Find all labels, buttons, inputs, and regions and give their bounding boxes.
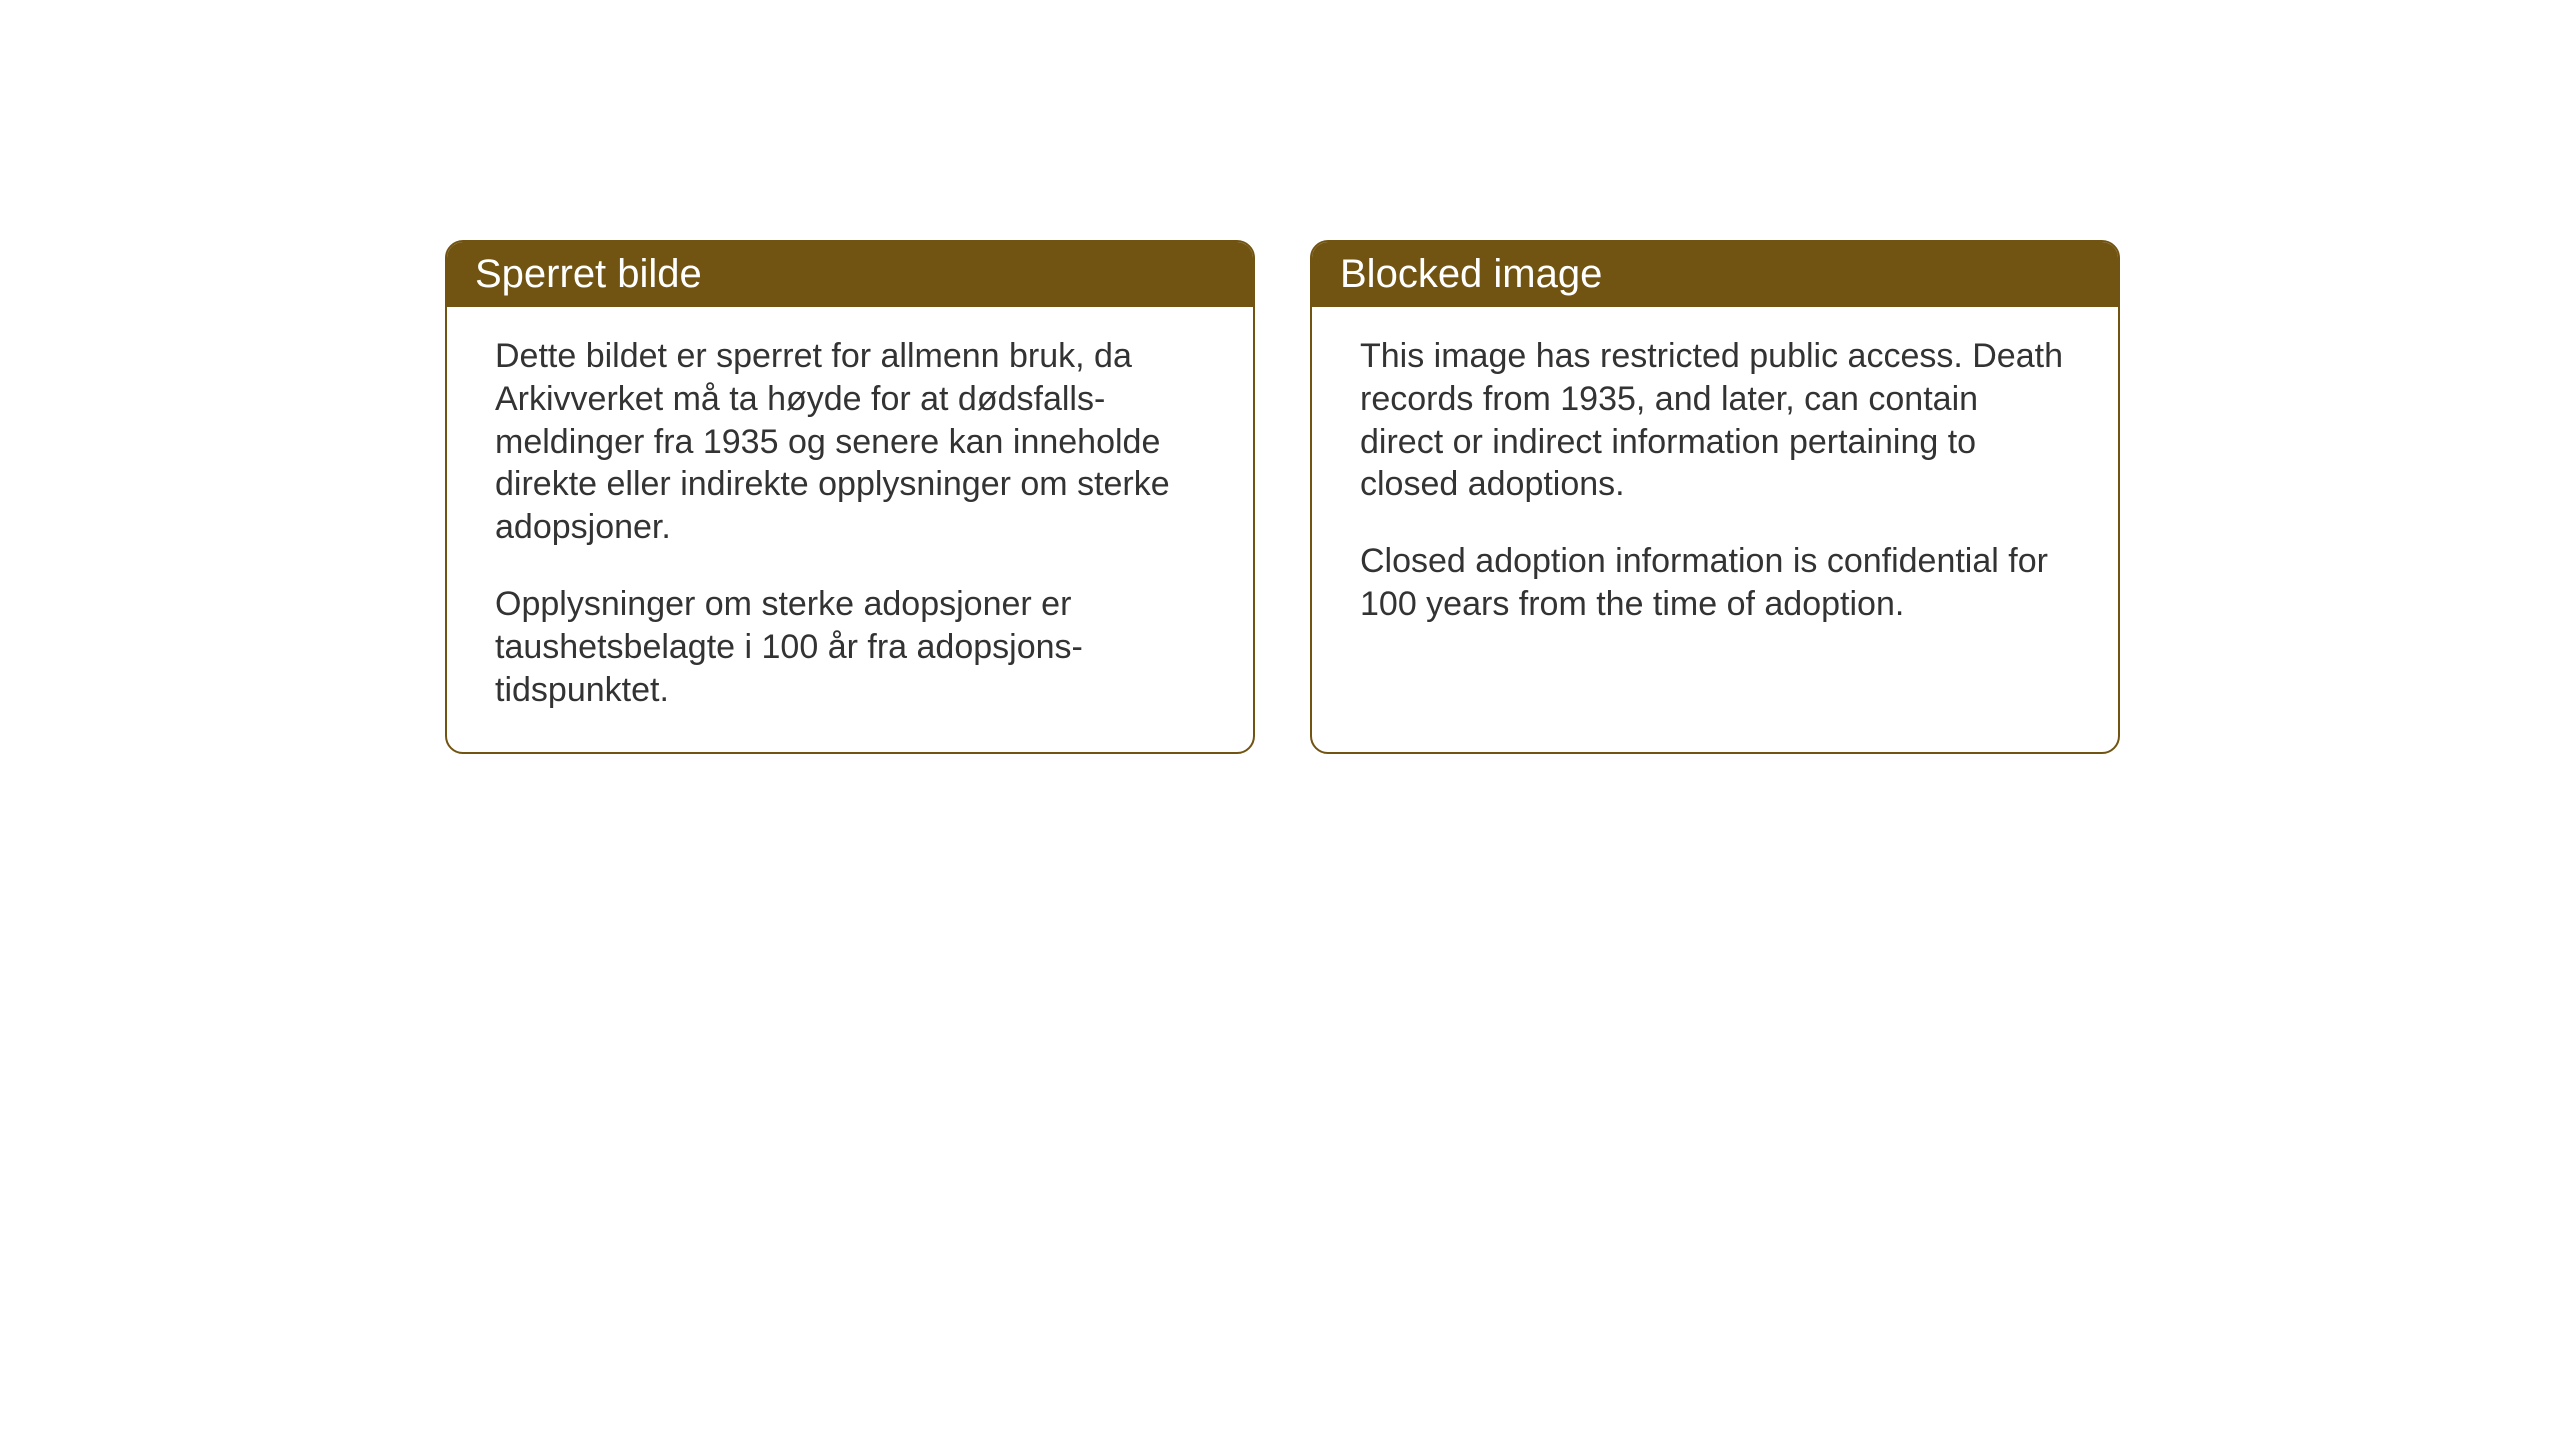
notice-container: Sperret bilde Dette bildet er sperret fo… bbox=[445, 240, 2120, 754]
norwegian-card-body: Dette bildet er sperret for allmenn bruk… bbox=[447, 307, 1253, 752]
english-paragraph-1: This image has restricted public access.… bbox=[1360, 335, 2070, 506]
norwegian-paragraph-2: Opplysninger om sterke adopsjoner er tau… bbox=[495, 583, 1205, 711]
english-paragraph-2: Closed adoption information is confident… bbox=[1360, 540, 2070, 626]
norwegian-notice-card: Sperret bilde Dette bildet er sperret fo… bbox=[445, 240, 1255, 754]
norwegian-card-title: Sperret bilde bbox=[447, 242, 1253, 307]
english-card-title: Blocked image bbox=[1312, 242, 2118, 307]
norwegian-paragraph-1: Dette bildet er sperret for allmenn bruk… bbox=[495, 335, 1205, 549]
english-card-body: This image has restricted public access.… bbox=[1312, 307, 2118, 666]
english-notice-card: Blocked image This image has restricted … bbox=[1310, 240, 2120, 754]
